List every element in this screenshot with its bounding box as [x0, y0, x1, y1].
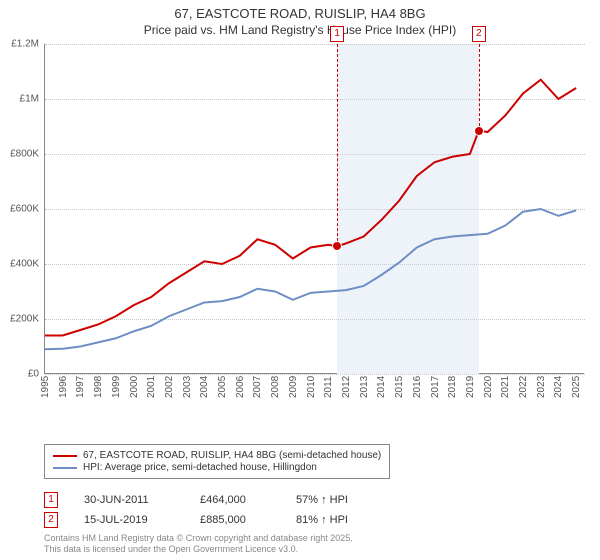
title-line-1: 67, EASTCOTE ROAD, RUISLIP, HA4 8BG [0, 0, 600, 21]
x-tick-label: 2016 [412, 376, 423, 398]
x-tick-label: 2000 [129, 376, 140, 398]
x-axis-labels: 1995199619971998199920002001200220032004… [44, 376, 584, 404]
ref-row: 2 15-JUL-2019 £885,000 81% ↑ HPI [44, 512, 348, 528]
legend-row: 67, EASTCOTE ROAD, RUISLIP, HA4 8BG (sem… [53, 450, 381, 461]
marker-dot [474, 126, 484, 136]
plot-region: £0£200K£400K£600K£800K£1M£1.2M12 [44, 44, 584, 374]
ref-date-2: 15-JUL-2019 [84, 514, 174, 526]
ref-date-1: 30-JUN-2011 [84, 494, 174, 506]
ref-marker-2: 2 [44, 512, 58, 528]
x-tick-label: 2025 [571, 376, 582, 398]
x-tick-label: 1998 [93, 376, 104, 398]
y-tick-label: £600K [0, 204, 39, 215]
y-tick-label: £200K [0, 314, 39, 325]
marker-line [337, 44, 338, 246]
marker-dot [332, 241, 342, 251]
grid-line [45, 374, 585, 375]
x-tick-label: 2023 [536, 376, 547, 398]
x-tick-label: 2013 [359, 376, 370, 398]
x-tick-label: 1997 [75, 376, 86, 398]
x-tick-label: 1995 [40, 376, 51, 398]
x-tick-label: 2007 [252, 376, 263, 398]
x-tick-label: 2020 [483, 376, 494, 398]
x-tick-label: 2005 [217, 376, 228, 398]
footer: Contains HM Land Registry data © Crown c… [44, 533, 353, 556]
x-tick-label: 2014 [376, 376, 387, 398]
legend-row: HPI: Average price, semi-detached house,… [53, 462, 381, 473]
series-line [45, 80, 576, 336]
x-tick-label: 2006 [235, 376, 246, 398]
ref-pct-1: 57% ↑ HPI [296, 494, 348, 506]
x-tick-label: 2017 [430, 376, 441, 398]
legend: 67, EASTCOTE ROAD, RUISLIP, HA4 8BG (sem… [44, 444, 390, 479]
legend-swatch-2 [53, 467, 77, 469]
x-tick-label: 2001 [146, 376, 157, 398]
marker-label: 2 [472, 26, 486, 42]
series-line [45, 209, 576, 349]
ref-price-2: £885,000 [200, 514, 270, 526]
legend-swatch-1 [53, 455, 77, 457]
legend-label-2: HPI: Average price, semi-detached house,… [83, 462, 317, 473]
ref-marker-1: 1 [44, 492, 58, 508]
x-tick-label: 2024 [553, 376, 564, 398]
x-tick-label: 1996 [58, 376, 69, 398]
x-tick-label: 2015 [394, 376, 405, 398]
chart-area: £0£200K£400K£600K£800K£1M£1.2M12 1995199… [44, 44, 584, 404]
x-tick-label: 2012 [341, 376, 352, 398]
title-line-2: Price paid vs. HM Land Registry's House … [0, 23, 600, 37]
footer-line-2: This data is licensed under the Open Gov… [44, 544, 353, 556]
x-tick-label: 2009 [288, 376, 299, 398]
marker-label: 1 [330, 26, 344, 42]
x-tick-label: 2011 [323, 376, 334, 398]
line-svg [45, 44, 585, 374]
x-tick-label: 2021 [500, 376, 511, 398]
y-tick-label: £800K [0, 149, 39, 160]
chart-container: 67, EASTCOTE ROAD, RUISLIP, HA4 8BG Pric… [0, 0, 600, 560]
marker-line [479, 44, 480, 131]
ref-pct-2: 81% ↑ HPI [296, 514, 348, 526]
y-tick-label: £0 [0, 369, 39, 380]
x-tick-label: 2002 [164, 376, 175, 398]
footer-line-1: Contains HM Land Registry data © Crown c… [44, 533, 353, 545]
x-tick-label: 2010 [306, 376, 317, 398]
y-tick-label: £1M [0, 94, 39, 105]
x-tick-label: 2003 [182, 376, 193, 398]
ref-row: 1 30-JUN-2011 £464,000 57% ↑ HPI [44, 492, 348, 508]
reference-table: 1 30-JUN-2011 £464,000 57% ↑ HPI 2 15-JU… [44, 488, 348, 532]
x-tick-label: 2008 [270, 376, 281, 398]
x-tick-label: 2018 [447, 376, 458, 398]
x-tick-label: 2022 [518, 376, 529, 398]
x-tick-label: 2019 [465, 376, 476, 398]
legend-label-1: 67, EASTCOTE ROAD, RUISLIP, HA4 8BG (sem… [83, 450, 381, 461]
ref-price-1: £464,000 [200, 494, 270, 506]
y-tick-label: £400K [0, 259, 39, 270]
x-tick-label: 1999 [111, 376, 122, 398]
x-tick-label: 2004 [199, 376, 210, 398]
y-tick-label: £1.2M [0, 39, 39, 50]
